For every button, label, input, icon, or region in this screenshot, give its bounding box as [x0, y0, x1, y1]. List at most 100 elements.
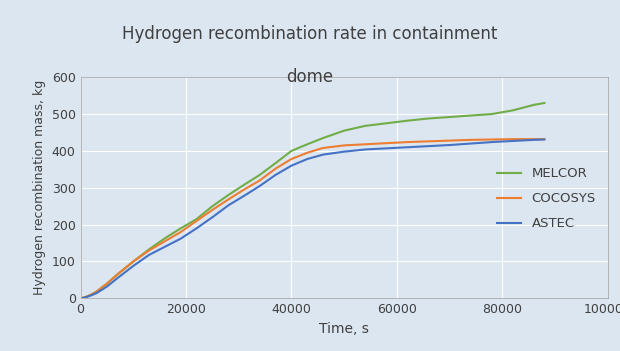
ASTEC: [404, 145, 411, 150]
MELCOR: [193, 217, 200, 221]
Text: dome: dome: [286, 68, 334, 86]
Y-axis label: Hydrogen recombination mass, kg: Hydrogen recombination mass, kg: [33, 80, 46, 296]
MELCOR: [93, 290, 100, 294]
ASTEC: [256, 184, 264, 188]
ASTEC: [446, 143, 453, 147]
COCOSYS: [541, 137, 548, 141]
COCOSYS: [361, 142, 369, 146]
COCOSYS: [509, 137, 516, 141]
MELCOR: [79, 296, 87, 300]
MELCOR: [103, 282, 111, 286]
COCOSYS: [304, 151, 311, 155]
COCOSYS: [404, 140, 411, 144]
COCOSYS: [272, 166, 280, 171]
MELCOR: [425, 117, 432, 121]
ASTEC: [304, 157, 311, 161]
MELCOR: [161, 236, 169, 240]
MELCOR: [288, 149, 295, 153]
ASTEC: [82, 295, 90, 299]
ASTEC: [509, 139, 516, 143]
COCOSYS: [208, 208, 216, 212]
MELCOR: [241, 183, 248, 187]
MELCOR: [404, 119, 411, 123]
Text: Hydrogen recombination rate in containment: Hydrogen recombination rate in containme…: [122, 25, 498, 42]
ASTEC: [93, 291, 100, 295]
MELCOR: [87, 293, 95, 297]
ASTEC: [383, 146, 390, 151]
COCOSYS: [161, 239, 169, 243]
COCOSYS: [256, 178, 264, 183]
ASTEC: [241, 194, 248, 198]
COCOSYS: [103, 282, 111, 286]
COCOSYS: [340, 143, 348, 147]
Line: COCOSYS: COCOSYS: [81, 139, 544, 298]
ASTEC: [161, 245, 169, 249]
MELCOR: [208, 204, 216, 208]
ASTEC: [425, 144, 432, 148]
MELCOR: [340, 128, 348, 133]
MELCOR: [446, 115, 453, 119]
ASTEC: [177, 237, 185, 241]
ASTEC: [340, 150, 348, 154]
ASTEC: [319, 152, 327, 157]
Line: ASTEC: ASTEC: [81, 139, 544, 298]
COCOSYS: [77, 296, 84, 300]
ASTEC: [114, 276, 122, 280]
ASTEC: [208, 215, 216, 219]
COCOSYS: [130, 259, 137, 264]
ASTEC: [541, 137, 548, 141]
ASTEC: [224, 203, 232, 207]
MELCOR: [361, 124, 369, 128]
X-axis label: Time, s: Time, s: [319, 322, 369, 336]
MELCOR: [256, 173, 264, 177]
MELCOR: [509, 108, 516, 112]
ASTEC: [103, 284, 111, 289]
COCOSYS: [145, 249, 153, 253]
ASTEC: [530, 138, 538, 142]
MELCOR: [467, 113, 474, 118]
COCOSYS: [224, 198, 232, 202]
MELCOR: [130, 259, 137, 264]
COCOSYS: [241, 187, 248, 192]
MELCOR: [319, 136, 327, 140]
COCOSYS: [446, 139, 453, 143]
COCOSYS: [193, 219, 200, 223]
MELCOR: [145, 247, 153, 251]
Legend: MELCOR, COCOSYS, ASTEC: MELCOR, COCOSYS, ASTEC: [492, 162, 601, 236]
ASTEC: [130, 264, 137, 268]
MELCOR: [383, 121, 390, 125]
ASTEC: [488, 140, 495, 144]
COCOSYS: [93, 290, 100, 294]
COCOSYS: [288, 157, 295, 161]
COCOSYS: [82, 295, 90, 299]
MELCOR: [177, 226, 185, 230]
ASTEC: [361, 147, 369, 152]
COCOSYS: [79, 296, 87, 300]
ASTEC: [77, 296, 84, 300]
MELCOR: [304, 142, 311, 146]
ASTEC: [193, 226, 200, 230]
MELCOR: [114, 272, 122, 277]
COCOSYS: [114, 272, 122, 277]
MELCOR: [541, 101, 548, 105]
COCOSYS: [177, 230, 185, 234]
COCOSYS: [488, 137, 495, 141]
ASTEC: [79, 296, 87, 300]
COCOSYS: [467, 138, 474, 142]
COCOSYS: [425, 139, 432, 144]
MELCOR: [488, 112, 495, 116]
COCOSYS: [319, 146, 327, 150]
MELCOR: [82, 295, 90, 299]
COCOSYS: [383, 141, 390, 145]
COCOSYS: [87, 293, 95, 297]
ASTEC: [145, 253, 153, 257]
MELCOR: [530, 103, 538, 107]
ASTEC: [467, 141, 474, 146]
MELCOR: [77, 296, 84, 300]
COCOSYS: [530, 137, 538, 141]
MELCOR: [224, 193, 232, 197]
ASTEC: [87, 293, 95, 298]
ASTEC: [288, 164, 295, 168]
Line: MELCOR: MELCOR: [81, 103, 544, 298]
MELCOR: [272, 161, 280, 165]
